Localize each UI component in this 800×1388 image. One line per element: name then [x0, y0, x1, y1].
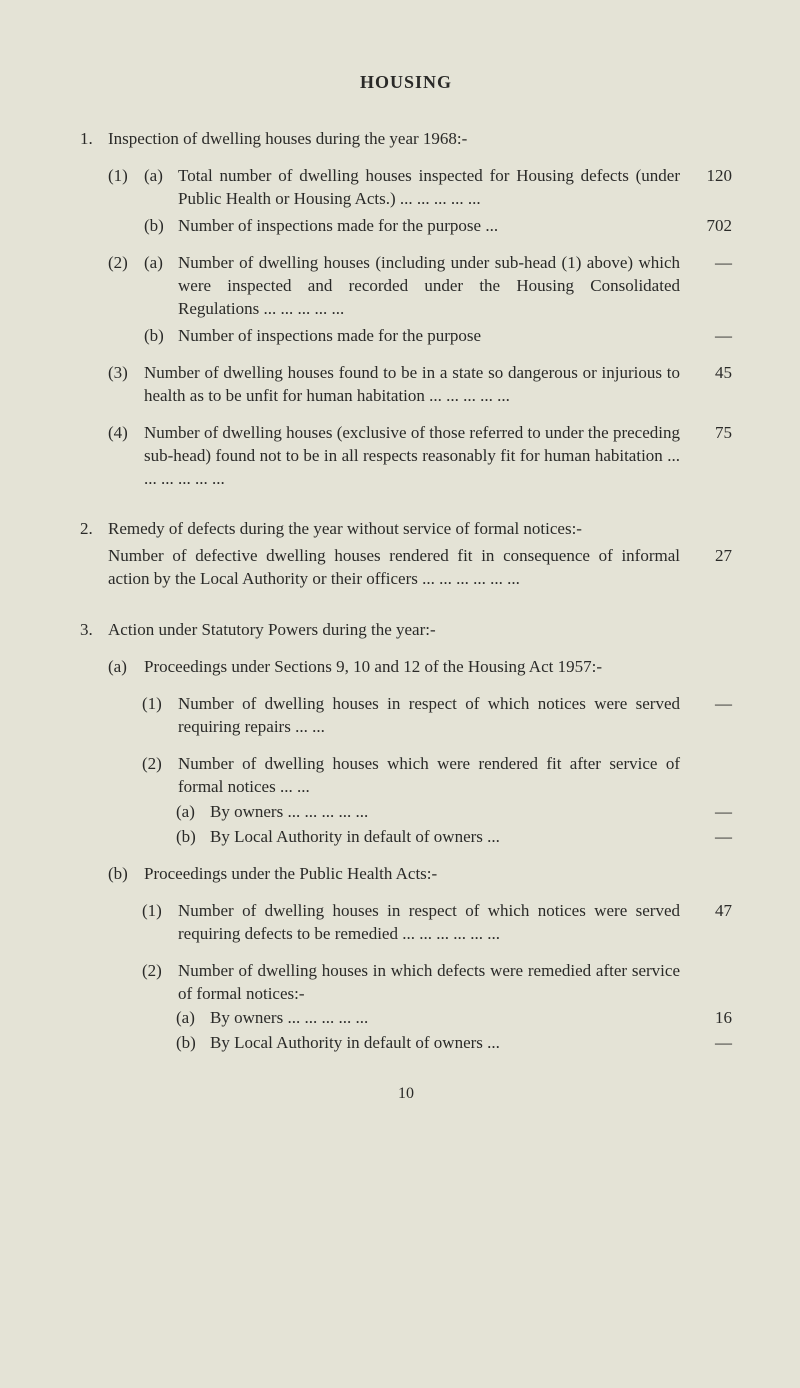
sec3-b2a-val: 16	[680, 1007, 732, 1030]
sec3-a-head: Proceedings under Sections 9, 10 and 12 …	[144, 656, 680, 679]
lbl-1-4: (4)	[108, 422, 144, 491]
sec2-val: 27	[680, 545, 732, 591]
sec1-2a: Number of dwelling houses (including und…	[178, 252, 680, 321]
lbl-1-1b: (b)	[144, 215, 178, 238]
sec3-b2b-val: —	[680, 1032, 732, 1055]
lbl-1-3: (3)	[108, 362, 144, 408]
lbl-3b: (b)	[108, 863, 144, 886]
section-1: 1. Inspection of dwelling houses during …	[80, 128, 732, 490]
sec3-b1: Number of dwelling houses in respect of …	[178, 900, 680, 946]
lbl-3b2a: (a)	[176, 1007, 210, 1030]
sec2-body: Number of defective dwelling houses rend…	[108, 545, 680, 591]
sec1-head: Inspection of dwelling houses during the…	[108, 128, 680, 151]
sec3-b2b: By Local Authority in default of owners …	[210, 1032, 680, 1055]
sec1-3: Number of dwelling houses found to be in…	[144, 362, 680, 408]
lbl-1-2a: (a)	[144, 252, 178, 321]
lbl-3b2b: (b)	[176, 1032, 210, 1055]
lbl-3a1: (1)	[142, 693, 178, 739]
sec2-head: Remedy of defects during the year withou…	[108, 518, 680, 541]
lbl-1-1: (1)	[108, 165, 144, 211]
sec3-a2a-val: —	[680, 801, 732, 824]
sec1-1b-val: 702	[680, 215, 732, 238]
sec3-a1: Number of dwelling houses in respect of …	[178, 693, 680, 739]
sec3-a2: Number of dwelling houses which were ren…	[178, 753, 680, 799]
sec3-b1-val: 47	[680, 900, 732, 946]
lbl-1-2b: (b)	[144, 325, 178, 348]
section-3: 3. Action under Statutory Powers during …	[80, 619, 732, 1055]
lbl-3a2b: (b)	[176, 826, 210, 849]
sec1-4-val: 75	[680, 422, 732, 491]
lbl-1-2: (2)	[108, 252, 144, 321]
sec1-3-val: 45	[680, 362, 732, 408]
sec1-4: Number of dwelling houses (exclusive of …	[144, 422, 680, 491]
sec3-a2b-val: —	[680, 826, 732, 849]
sec3-b2a: By owners ... ... ... ... ...	[210, 1007, 680, 1030]
num-1: 1.	[80, 128, 108, 151]
section-2: 2. Remedy of defects during the year wit…	[80, 518, 732, 591]
sec3-a2a: By owners ... ... ... ... ...	[210, 801, 680, 824]
sec1-2a-val: —	[680, 252, 732, 321]
lbl-3a2: (2)	[142, 753, 178, 799]
sec3-a1-val: —	[680, 693, 732, 739]
num-3: 3.	[80, 619, 108, 642]
lbl-3a: (a)	[108, 656, 144, 679]
sec1-1a-val: 120	[680, 165, 732, 211]
lbl-3a2a: (a)	[176, 801, 210, 824]
sec1-2b-val: —	[680, 325, 732, 348]
sec3-b-head: Proceedings under the Public Health Acts…	[144, 863, 680, 886]
sec3-a2b: By Local Authority in default of owners …	[210, 826, 680, 849]
lbl-1-1a: (a)	[144, 165, 178, 211]
page-number: 10	[80, 1083, 732, 1105]
sec3-head: Action under Statutory Powers during the…	[108, 619, 680, 642]
sec1-1a: Total number of dwelling houses inspecte…	[178, 165, 680, 211]
sec3-b2: Number of dwelling houses in which defec…	[178, 960, 680, 1006]
num-2: 2.	[80, 518, 108, 541]
lbl-3b2: (2)	[142, 960, 178, 1006]
sec1-1b: Number of inspections made for the purpo…	[178, 215, 680, 238]
page-title: HOUSING	[80, 70, 732, 94]
lbl-3b1: (1)	[142, 900, 178, 946]
sec1-2b: Number of inspections made for the purpo…	[178, 325, 680, 348]
